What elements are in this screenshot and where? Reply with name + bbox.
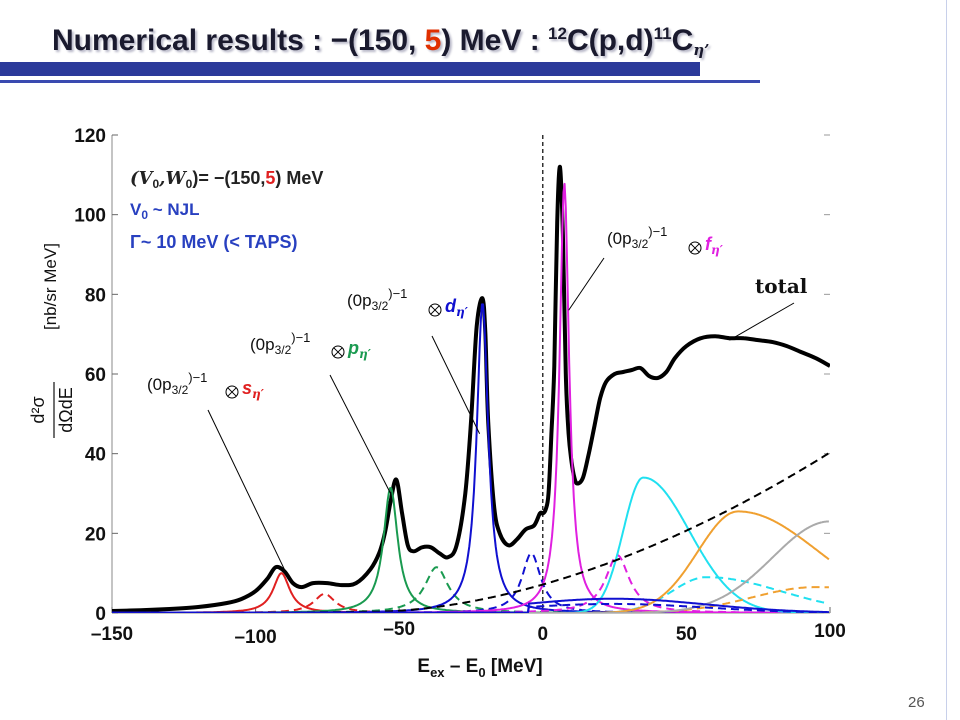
- curve-s: [112, 572, 829, 613]
- curve-cyan: [112, 476, 829, 613]
- x-tick-label: 50: [676, 624, 697, 645]
- otimes-circle: [688, 241, 702, 255]
- curve-d: [112, 303, 829, 613]
- label-d-orbit-orbit: dη′: [445, 296, 469, 319]
- page-number: 26: [908, 694, 925, 711]
- y-axis-label-numerator: d²σ: [28, 396, 48, 423]
- curve-total: [112, 164, 830, 613]
- chart-curves: [112, 135, 830, 613]
- y-tick-label: 20: [85, 524, 106, 545]
- title-underline-bar: [0, 62, 700, 76]
- y-tick-label: 60: [85, 365, 106, 386]
- chart-tick-labels: 0 20 40 60 80 100 120 –150 –100 –50 0 50 100: [74, 126, 846, 648]
- otimes-stroke: [227, 387, 237, 397]
- leader-d: [431, 335, 481, 434]
- title-mid: ) MeV :: [441, 24, 549, 57]
- title-prefix: Numerical results : −(150,: [52, 24, 425, 57]
- otimes-stroke: [430, 305, 440, 315]
- y-tick-label: 120: [74, 126, 106, 147]
- title-mass-11: 11: [653, 24, 672, 43]
- slide-title: Numerical results : −(150, 5) MeV : 12C(…: [52, 24, 709, 59]
- param-njl: V0 ~ NJL: [130, 200, 200, 222]
- x-axis-label: Eex – E0 [MeV]: [417, 656, 542, 680]
- y-tick-label: 100: [74, 206, 106, 227]
- y-tick-label: 40: [85, 445, 106, 466]
- label-p-orbit-otimes: [331, 345, 345, 359]
- leader-s: [207, 409, 285, 570]
- otimes-circle: [428, 303, 442, 317]
- x-tick-label: 0: [538, 624, 549, 645]
- label-f-orbit-hole: (0p3/2)−1: [607, 224, 667, 251]
- label-s-orbit-otimes: [225, 385, 239, 399]
- y-tick-label: 80: [85, 285, 106, 306]
- y-tick-label: 0: [95, 604, 106, 625]
- otimes-stroke: [690, 243, 700, 253]
- y-axis-label: d²σ dΩdE [nb/sr MeV]: [28, 243, 76, 438]
- title-underline-thin: [0, 80, 760, 83]
- curve-gray: [112, 520, 829, 613]
- param-width: Γ~ 10 MeV (< TAPS): [130, 232, 298, 252]
- curve-p: [112, 487, 829, 613]
- y-axis-label-denominator: dΩdE: [56, 387, 76, 432]
- label-p-orbit-orbit: pη′: [347, 338, 372, 361]
- y-axis-label-unit: [nb/sr MeV]: [41, 243, 60, 330]
- label-d-orbit-otimes: [428, 303, 442, 317]
- leader-total: [729, 302, 795, 341]
- chart-annotations: (0p3/2)−1 sη′ (0p3/2)−1 pη′ (0p3/2)−1 dη′ (0p3…: [28, 168, 808, 680]
- leader-p: [329, 374, 392, 494]
- label-s-orbit-hole: (0p3/2)−1: [147, 370, 207, 397]
- title-red-value: 5: [424, 24, 442, 57]
- curve-tail-dashed: [112, 602, 829, 613]
- label-f-orbit-otimes: [688, 241, 702, 255]
- x-tick-label: –50: [383, 619, 415, 640]
- label-s-orbit-orbit: sη′: [242, 378, 265, 401]
- x-tick-label: 100: [814, 621, 846, 642]
- label-d-orbit-hole: (0p3/2)−1: [347, 286, 407, 313]
- title-mass-12: 12: [548, 24, 567, 43]
- otimes-circle: [225, 385, 239, 399]
- otimes-circle: [331, 345, 345, 359]
- slide-right-rule: [946, 0, 947, 720]
- param-potential: (V0,W0)= −(150,5) MeV: [130, 168, 323, 191]
- curve-orange: [112, 510, 830, 613]
- otimes-stroke: [333, 347, 343, 357]
- leader-f: [568, 257, 605, 311]
- label-p-orbit-hole: (0p3/2)−1: [250, 330, 310, 357]
- curve-cyan-dashed: [112, 576, 830, 613]
- label-total: total: [755, 274, 808, 298]
- x-tick-label: –150: [91, 624, 133, 645]
- title-reaction: C(p,d): [566, 24, 654, 57]
- title-eta-sub: η’: [693, 41, 710, 59]
- chart-axes: [111, 134, 831, 614]
- x-tick-label: –100: [234, 627, 276, 648]
- title-nucleus: C: [671, 24, 694, 57]
- label-f-orbit-orbit: fη′: [705, 234, 724, 257]
